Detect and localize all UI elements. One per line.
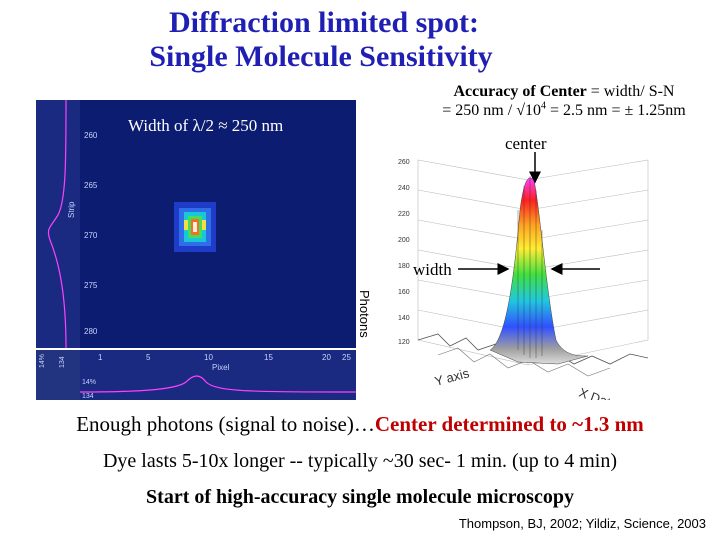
z-tick: 180 [398, 263, 410, 270]
spot-image: 260 265 270 275 280 Strip 1 5 10 15 20 2… [36, 99, 372, 400]
y-axis-label: Strip [67, 201, 76, 218]
accuracy-note: Accuracy of Center = width/ S-N = 250 nm… [408, 82, 720, 120]
x-tick-labels: 1 5 10 15 20 25 [98, 353, 351, 362]
z-tick: 260 [398, 159, 410, 166]
accuracy-line-2: = 250 nm / √104 = 2.5 nm = ± 1.25nm [408, 101, 720, 120]
x-tick: 25 [342, 353, 351, 362]
dye-lifetime-line: Dye lasts 5-10x longer -- typically ~30 … [102, 450, 618, 472]
title-line-1: Diffraction limited spot: [169, 6, 479, 39]
x-tick: 5 [146, 353, 151, 362]
spot-pixels [174, 202, 216, 252]
y-tick: 280 [84, 327, 98, 336]
center-precision-text: Center determined to ~1.3 nm [374, 412, 644, 436]
y-tick-labels: 260 265 270 275 280 [84, 131, 98, 336]
side-tick: 134 [59, 356, 66, 368]
photons-label: Photons [357, 290, 372, 338]
spot-image-panel: 260 265 270 275 280 Strip 1 5 10 15 20 2… [36, 99, 376, 400]
accuracy-exponent: 4 [540, 100, 546, 112]
y-tick: 265 [84, 181, 98, 190]
z-tick: 160 [398, 289, 410, 296]
title-line-2: Single Molecule Sensitivity [149, 40, 493, 73]
peak-mesh [517, 176, 543, 358]
center-label: center [505, 134, 547, 153]
side-tick: 14% [39, 354, 46, 368]
side-tick-labels: 14% 134 14% 134 [39, 354, 96, 400]
bottom-tick: 14% [82, 379, 96, 386]
bottom-tick: 134 [82, 393, 94, 400]
y-tick: 275 [84, 281, 98, 290]
width-overlay-label: Width of λ/2 ≈ 250 nm [128, 116, 284, 135]
signal-noise-text: Enough photons (signal to noise)… [76, 412, 375, 436]
side-profile-bg [36, 100, 80, 348]
z-tick: 140 [398, 315, 410, 322]
y-tick: 270 [84, 231, 98, 240]
signal-noise-line: Enough photons (signal to noise)…Center … [0, 412, 720, 437]
accuracy-formula: = width/ S-N [586, 83, 675, 100]
x-tick: 1 [98, 353, 103, 362]
z-tick-labels: 260 240 220 200 180 160 140 120 [398, 159, 410, 346]
citation: Thompson, BJ, 2002; Yildiz, Science, 200… [458, 516, 706, 531]
x-tick: 10 [204, 353, 213, 362]
z-tick: 200 [398, 237, 410, 244]
y-tick: 260 [84, 131, 98, 140]
x-axis-label: Pixel [212, 363, 230, 372]
side-profile-curve [47, 99, 67, 349]
z-tick: 240 [398, 185, 410, 192]
accuracy-calc-b: = 2.5 nm = ± 1.25nm [545, 102, 686, 119]
peak-surface [489, 177, 589, 365]
x-tick: 15 [264, 353, 273, 362]
accuracy-calc-a: = 250 nm / √10 [442, 102, 541, 119]
corner-bg [36, 350, 80, 400]
z-tick: 220 [398, 211, 410, 218]
z-tick: 120 [398, 339, 410, 346]
x-tick: 20 [322, 353, 331, 362]
slide-title: Diffraction limited spot: Single Molecul… [0, 6, 720, 74]
accuracy-label: Accuracy of Center [453, 83, 587, 100]
surface-base-front [437, 347, 611, 377]
accuracy-line-1: Accuracy of Center = width/ S-N [408, 82, 720, 101]
microscopy-line: Start of high-accuracy single molecule m… [146, 486, 574, 508]
bottom-profile-curve [79, 375, 357, 393]
width-label: width [413, 260, 452, 279]
image-background [80, 100, 356, 348]
